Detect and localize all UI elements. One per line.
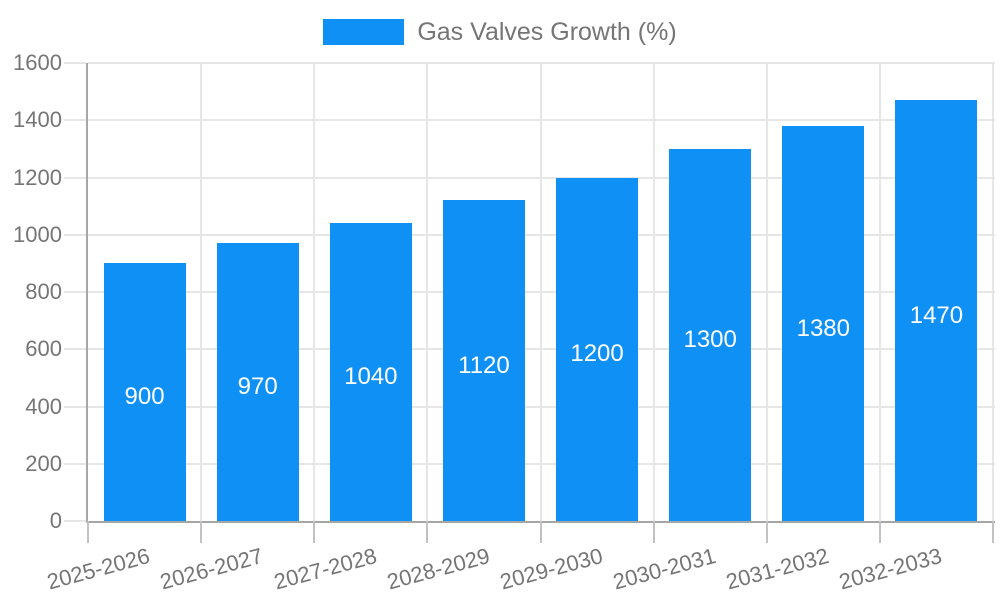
legend-label: Gas Valves Growth (%) bbox=[417, 18, 677, 46]
y-axis-label: 0 bbox=[49, 508, 62, 533]
x-tick bbox=[200, 521, 203, 543]
y-axis-label: 1600 bbox=[13, 50, 62, 75]
bar-2030-2031[interactable]: 1300 bbox=[669, 148, 752, 521]
bar-2025-2026[interactable]: 900 bbox=[103, 263, 186, 521]
x-axis-label: 2026-2027 bbox=[157, 543, 266, 595]
y-tick bbox=[64, 520, 86, 522]
x-tick bbox=[539, 521, 542, 543]
h-gridline bbox=[88, 348, 995, 351]
bar-2031-2032[interactable]: 1380 bbox=[782, 125, 865, 521]
bar-2029-2030[interactable]: 1200 bbox=[556, 177, 639, 521]
bar-value-label: 970 bbox=[237, 373, 278, 401]
bar-2032-2033[interactable]: 1470 bbox=[895, 100, 978, 521]
bar-2027-2028[interactable]: 1040 bbox=[329, 223, 412, 521]
bar-2028-2029[interactable]: 1120 bbox=[442, 200, 525, 521]
x-axis-label: 2029-2030 bbox=[497, 543, 606, 595]
x-axis-label: 2025-2026 bbox=[44, 543, 153, 595]
h-gridline bbox=[88, 176, 995, 179]
v-gridline bbox=[426, 63, 429, 521]
h-gridline bbox=[88, 291, 995, 293]
x-tick bbox=[87, 521, 89, 543]
x-tick bbox=[313, 521, 316, 543]
x-tick bbox=[992, 521, 994, 543]
y-tick bbox=[64, 176, 86, 179]
y-tick bbox=[64, 291, 86, 293]
h-gridline bbox=[88, 233, 995, 236]
x-axis-label: 2031-2032 bbox=[723, 543, 832, 595]
y-tick bbox=[64, 233, 86, 236]
x-axis-label: 2032-2033 bbox=[836, 543, 945, 595]
h-gridline bbox=[88, 462, 995, 465]
x-axis-label: 2027-2028 bbox=[270, 543, 380, 595]
x-axis-label: 2030-2031 bbox=[610, 543, 719, 595]
plot-area: 900 970 1040 1120 1200 1300 1380 1470 bbox=[64, 62, 995, 543]
v-gridline bbox=[200, 63, 203, 521]
bar-value-label: 1470 bbox=[909, 301, 964, 329]
h-gridline bbox=[88, 119, 995, 122]
y-axis-label: 1400 bbox=[13, 107, 62, 133]
y-tick bbox=[64, 62, 86, 64]
y-tick bbox=[64, 119, 86, 122]
y-axis-label: 400 bbox=[25, 393, 62, 419]
v-gridline bbox=[765, 63, 768, 521]
bar-value-label: 1040 bbox=[344, 363, 398, 391]
bar-value-label: 1380 bbox=[796, 314, 850, 342]
y-tick bbox=[64, 462, 86, 465]
h-gridline bbox=[88, 405, 995, 408]
x-tick bbox=[652, 521, 655, 543]
v-gridline bbox=[539, 63, 542, 521]
y-tick bbox=[64, 405, 86, 408]
bar-value-label: 1200 bbox=[570, 340, 624, 368]
x-tick bbox=[878, 521, 881, 543]
y-axis-label: 600 bbox=[25, 336, 62, 362]
chart-legend[interactable]: Gas Valves Growth (%) bbox=[0, 19, 1000, 45]
v-gridline bbox=[313, 63, 316, 521]
v-gridline bbox=[878, 63, 881, 521]
bar-value-label: 1120 bbox=[458, 351, 510, 379]
v-gridline bbox=[652, 63, 655, 521]
y-axis-label: 1200 bbox=[13, 164, 62, 190]
legend-swatch-icon bbox=[323, 19, 405, 45]
v-gridline bbox=[992, 63, 994, 521]
x-axis-label: 2028-2029 bbox=[384, 543, 493, 595]
x-tick bbox=[765, 521, 768, 543]
y-tick bbox=[64, 348, 86, 351]
h-gridline bbox=[88, 62, 995, 64]
x-tick bbox=[426, 521, 429, 543]
y-axis-label: 800 bbox=[25, 279, 62, 304]
bar-2026-2027[interactable]: 970 bbox=[216, 243, 299, 521]
y-axis-label: 1000 bbox=[13, 221, 62, 247]
bar-value-label: 1300 bbox=[683, 325, 737, 353]
bar-value-label: 900 bbox=[124, 383, 165, 411]
y-axis-label: 200 bbox=[25, 450, 62, 476]
